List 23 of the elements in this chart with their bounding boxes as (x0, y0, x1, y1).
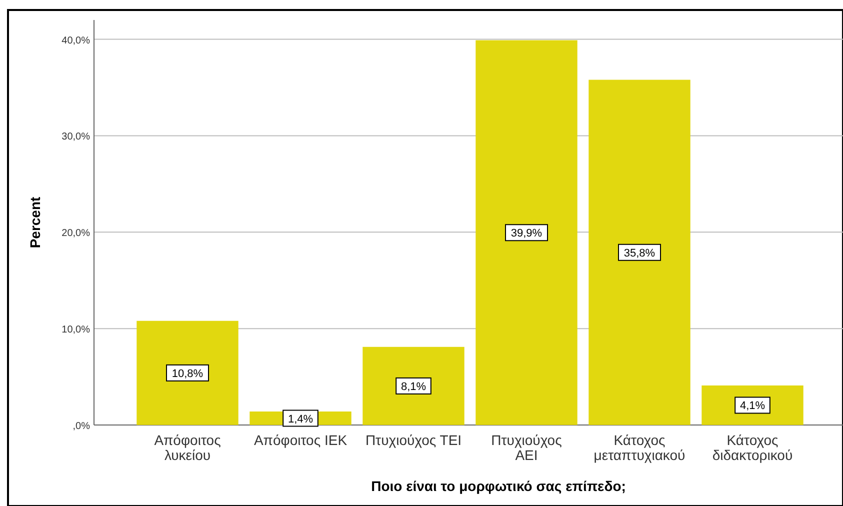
y-tick-label: 10,0% (62, 324, 90, 336)
y-tick-label: 40,0% (62, 35, 90, 46)
data-label: 8,1% (400, 380, 426, 393)
x-tick-label: Απόφοιτος λυκείου (154, 432, 222, 463)
data-label: 39,9% (510, 228, 542, 240)
x-tick-label: Απόφοιτος ΙΕΚ (254, 432, 348, 448)
data-label: 4,1% (740, 400, 766, 412)
data-label: 1,4% (288, 413, 314, 426)
x-tick-label: Κάτοχος μεταπτυχιακού (594, 432, 686, 463)
bar (362, 346, 464, 425)
x-axis-title: Ποιο είναι το μορφωτικό σας επίπεδο; (371, 478, 626, 494)
y-tick-label: 20,0% (62, 228, 90, 240)
bar (588, 80, 690, 425)
x-tick-label: Κάτοχος διδακτορικού (712, 432, 793, 463)
x-tick-label: Πτυχιούχος ΑΕΙ (491, 432, 562, 463)
bar (476, 40, 578, 425)
data-label: 35,8% (624, 247, 656, 260)
data-label: 10,8% (172, 368, 204, 380)
y-tick-label: 30,0% (62, 132, 90, 143)
bar (136, 320, 238, 425)
x-tick-label: Πτυχιούχος ΤΕΙ (365, 432, 462, 448)
y-axis-title: Percent (27, 196, 43, 248)
y-tick-label: ,0% (72, 421, 90, 432)
